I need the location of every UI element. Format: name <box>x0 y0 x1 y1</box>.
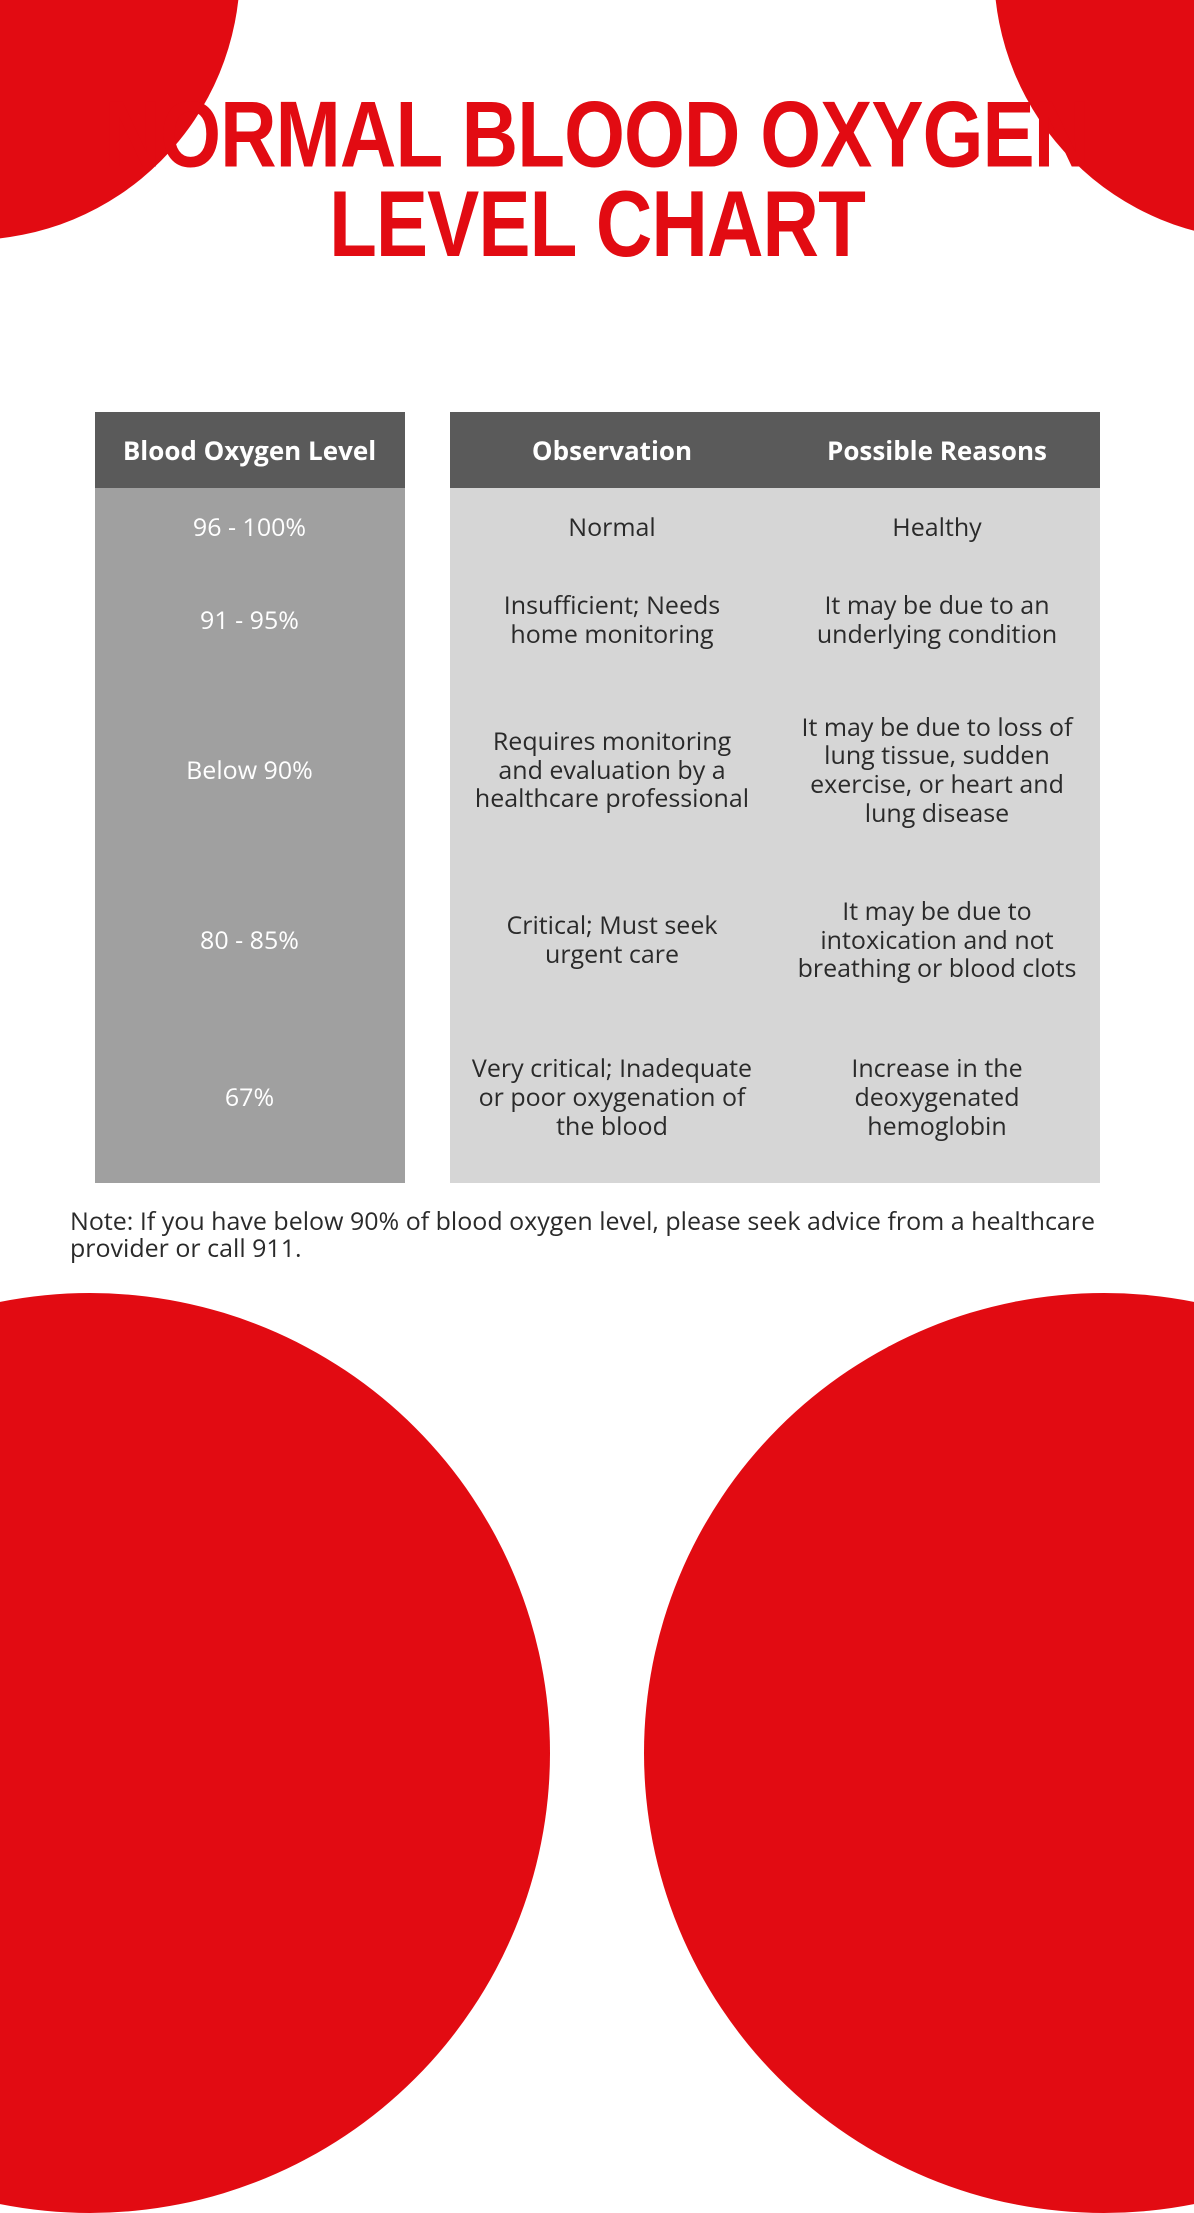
table-header-row: Observation Possible Reasons <box>450 412 1100 488</box>
reasons-cell: It may be due to an underlying condition <box>775 568 1100 673</box>
header-reasons: Possible Reasons <box>775 412 1100 488</box>
reasons-cell: It may be due to intoxication and not br… <box>775 868 1100 1013</box>
reasons-cell: It may be due to loss of lung tissue, su… <box>775 673 1100 868</box>
observation-subcolumn: Normal Insufficient; Needs home monitori… <box>450 488 775 1183</box>
tables-container: Blood Oxygen Level 96 - 100% 91 - 95% Be… <box>60 412 1134 1183</box>
details-column: Observation Possible Reasons Normal Insu… <box>450 412 1100 1183</box>
header-level: Blood Oxygen Level <box>95 412 405 488</box>
details-column-body: Normal Insufficient; Needs home monitori… <box>450 488 1100 1183</box>
level-cell: 80 - 85% <box>95 868 405 1013</box>
observation-cell: Requires monitoring and evaluation by a … <box>450 673 775 868</box>
reasons-cell: Increase in the deoxygenated hemoglobin <box>775 1013 1100 1183</box>
decorative-shape-bottom-left <box>0 1293 550 2213</box>
decorative-shape-bottom-right <box>644 1293 1194 2213</box>
level-cell: 91 - 95% <box>95 568 405 673</box>
level-column-body: 96 - 100% 91 - 95% Below 90% 80 - 85% 67… <box>95 488 405 1183</box>
reasons-subcolumn: Healthy It may be due to an underlying c… <box>775 488 1100 1183</box>
observation-cell: Insufficient; Needs home monitoring <box>450 568 775 673</box>
observation-cell: Very critical; Inadequate or poor oxygen… <box>450 1013 775 1183</box>
observation-cell: Normal <box>450 488 775 568</box>
table-header-row: Blood Oxygen Level <box>95 412 405 488</box>
observation-cell: Critical; Must seek urgent care <box>450 868 775 1013</box>
level-column: Blood Oxygen Level 96 - 100% 91 - 95% Be… <box>95 412 405 1183</box>
level-cell: 96 - 100% <box>95 488 405 568</box>
reasons-cell: Healthy <box>775 488 1100 568</box>
content-area: NORMAL BLOOD OXYGEN LEVEL CHART Blood Ox… <box>0 0 1194 1263</box>
level-cell: 67% <box>95 1013 405 1183</box>
footer-note: Note: If you have below 90% of blood oxy… <box>70 1208 1124 1263</box>
level-cell: Below 90% <box>95 673 405 868</box>
header-observation: Observation <box>450 412 775 488</box>
page-title: NORMAL BLOOD OXYGEN LEVEL CHART <box>103 92 1091 270</box>
